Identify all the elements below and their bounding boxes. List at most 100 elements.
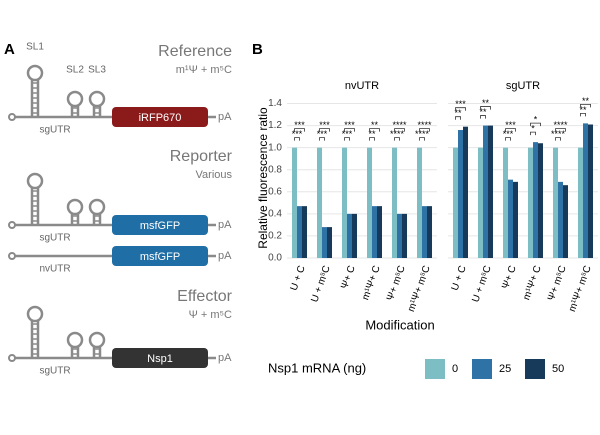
sig-label: *** <box>342 129 353 139</box>
legend-title: Nsp1 mRNA (ng) <box>268 360 366 375</box>
sig-label: * <box>534 115 538 125</box>
sig-bracket <box>369 137 375 141</box>
bar <box>352 213 357 258</box>
sig-bracket <box>394 128 405 132</box>
sig-bracket <box>419 128 430 132</box>
loop-label: SL3 <box>88 65 106 76</box>
bar <box>302 206 307 258</box>
y-tick-label: 1.4 <box>268 98 282 109</box>
bar <box>558 181 563 258</box>
sig-label: *** <box>344 120 355 130</box>
loop <box>66 331 84 349</box>
bar <box>327 227 332 258</box>
sig-label: *** <box>294 120 305 130</box>
bar <box>377 206 382 258</box>
gene-box <box>112 348 208 368</box>
sig-label: ** <box>368 129 376 139</box>
gene-box <box>112 246 208 266</box>
loop <box>26 305 44 323</box>
sig-bracket <box>555 128 566 132</box>
sig-label: ** <box>482 98 490 108</box>
tail-label: pA <box>218 219 232 231</box>
bar <box>538 143 543 258</box>
x-tick-label: Ψ+ m⁵C <box>385 264 408 302</box>
x-tick-label: U + m⁵C <box>470 264 493 304</box>
sig-bracket <box>555 137 561 141</box>
sig-label: *** <box>503 129 514 139</box>
loop <box>66 198 84 216</box>
bar <box>322 227 327 258</box>
bar <box>367 147 372 258</box>
utr-label: sgUTR <box>39 125 70 136</box>
sig-label: **** <box>392 120 407 130</box>
bar <box>513 181 518 258</box>
sig-label: *** <box>455 99 466 109</box>
x-tick-label: m¹Ψ+ m⁵C <box>406 264 433 313</box>
legend-swatch <box>425 359 445 379</box>
sig-bracket <box>394 137 400 141</box>
sig-label: ** <box>579 105 587 115</box>
sig-bracket <box>455 116 461 120</box>
gene-label: msfGFP <box>140 251 180 263</box>
x-tick-label: Ψ+ C <box>500 264 519 291</box>
x-tick-label: U + C <box>289 264 308 292</box>
bar <box>508 179 513 258</box>
y-tick-label: 1.0 <box>268 142 282 153</box>
bar <box>397 213 402 258</box>
bar <box>463 126 468 258</box>
bar <box>392 147 397 258</box>
bar <box>297 206 302 258</box>
loop-label: SL2 <box>66 65 84 76</box>
x-tick-label: U + m⁵C <box>309 264 332 304</box>
sig-bracket <box>505 137 511 141</box>
bar <box>372 206 377 258</box>
sig-label: *** <box>505 120 516 130</box>
bar <box>488 125 493 258</box>
y-tick-label: 0.2 <box>268 231 282 242</box>
x-tick-label: Ψ+ C <box>339 264 358 291</box>
tail-label: pA <box>218 111 232 123</box>
sig-bracket <box>480 115 486 119</box>
y-tick-label: 1.2 <box>268 120 282 131</box>
y-tick-label: 0.0 <box>268 253 282 264</box>
gene-label: Nsp1 <box>147 353 173 365</box>
construct-title: Reference <box>158 43 232 60</box>
loop-label: SL1 <box>26 42 44 53</box>
bar <box>563 185 568 258</box>
utr-label: sgUTR <box>39 233 70 244</box>
gene-label: msfGFP <box>140 220 180 232</box>
cap <box>8 221 16 229</box>
bar <box>402 213 407 258</box>
utr-label: sgUTR <box>39 366 70 377</box>
bar <box>458 130 463 258</box>
y-tick-label: 0.6 <box>268 186 282 197</box>
bar <box>528 147 533 258</box>
bar <box>483 125 488 258</box>
y-tick-label: 0.4 <box>268 209 282 220</box>
sig-bracket <box>294 128 305 132</box>
bar <box>583 123 588 259</box>
legend-label: 50 <box>552 363 564 375</box>
facet-title: nvUTR <box>345 80 379 92</box>
sig-bracket <box>344 137 350 141</box>
legend-label: 0 <box>452 363 458 375</box>
sig-label: *** <box>319 120 330 130</box>
x-axis-label: Modification <box>365 317 434 332</box>
sig-bracket <box>455 107 466 111</box>
sig-label: **** <box>390 129 405 139</box>
bar <box>317 147 322 258</box>
utr-label: nvUTR <box>39 264 70 275</box>
sig-bracket <box>419 137 425 141</box>
loop <box>26 172 44 190</box>
facet-title: sgUTR <box>506 80 540 92</box>
panel-label: A <box>4 41 15 58</box>
sig-bracket <box>580 112 586 117</box>
cap <box>8 113 16 121</box>
loop <box>88 198 106 216</box>
bar <box>553 147 558 258</box>
sig-label: **** <box>415 129 430 139</box>
sig-bracket <box>344 128 355 132</box>
sig-bracket <box>319 128 330 132</box>
cap <box>8 354 16 362</box>
legend-label: 25 <box>499 363 511 375</box>
